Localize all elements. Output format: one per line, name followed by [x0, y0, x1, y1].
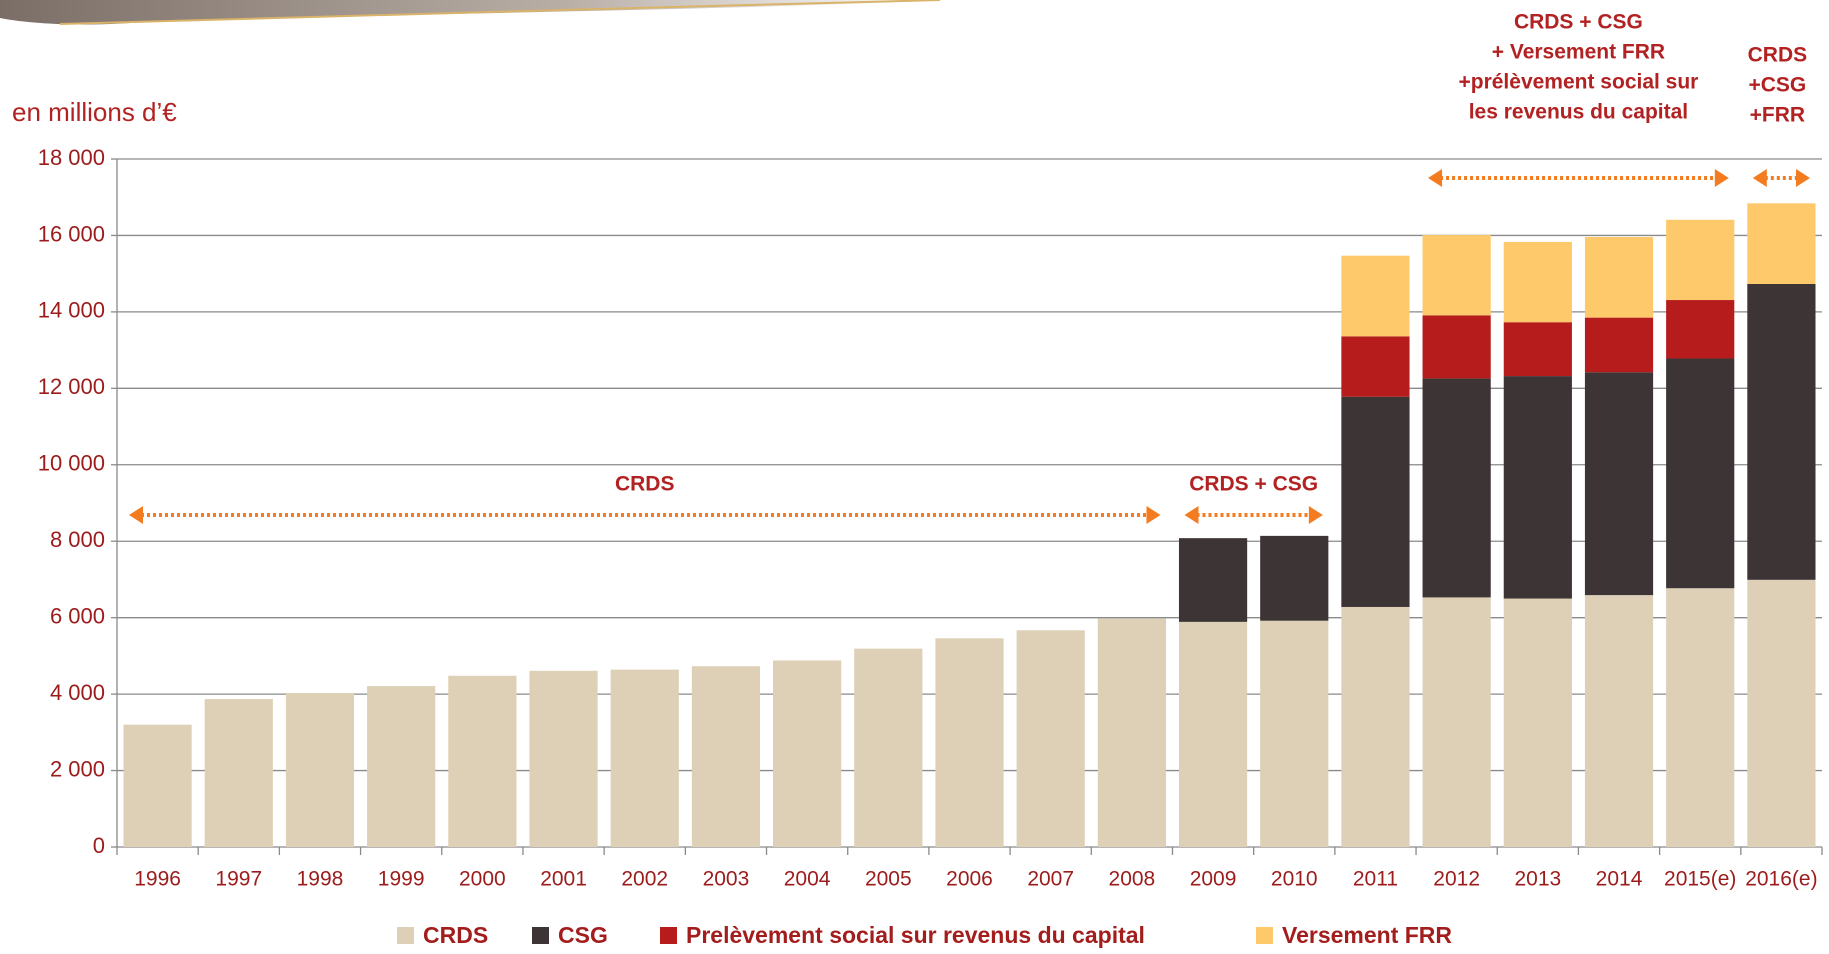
bar-segment — [1666, 358, 1735, 589]
bar-segment — [1666, 588, 1735, 847]
bar-segment — [367, 686, 436, 847]
x-tick-label: 2015(e) — [1664, 868, 1736, 891]
x-tick-label: 2003 — [703, 868, 750, 891]
bar-segment — [1422, 597, 1491, 847]
bar-segment — [1178, 621, 1248, 847]
legend-label: Versement FRR — [1282, 922, 1452, 948]
bar-segment — [691, 666, 761, 847]
bar-segment — [1178, 538, 1248, 622]
bar-segment — [448, 675, 517, 847]
y-tick-label: 6 000 — [50, 603, 105, 628]
bar-segment — [1503, 241, 1572, 323]
x-tick-label: 2009 — [1190, 868, 1237, 891]
y-tick-label: 8 000 — [50, 527, 105, 552]
bar-segment — [935, 638, 1004, 847]
bar-segment — [1584, 236, 1654, 318]
bar-segment — [1097, 618, 1166, 847]
y-axis-label: en millions d’€ — [12, 97, 177, 127]
legend-swatch — [660, 927, 677, 944]
x-tick-label: 2004 — [784, 868, 831, 891]
x-tick-label: 2006 — [946, 868, 993, 891]
x-tick-label: 2007 — [1027, 868, 1074, 891]
x-tick-label: 2012 — [1433, 868, 1480, 891]
bar-segment — [1584, 595, 1654, 847]
x-tick-label: 1996 — [134, 868, 181, 891]
bar-segment — [1747, 203, 1816, 284]
x-tick-label: 1998 — [297, 868, 344, 891]
legend-label: Prelèvement social sur revenus du capita… — [686, 922, 1145, 948]
y-tick-label: 0 — [93, 833, 105, 858]
bar-segment — [1584, 317, 1654, 373]
annotation: +prélèvement social sur — [1458, 71, 1698, 94]
bar-segment — [854, 648, 923, 847]
bar-segment — [1666, 300, 1735, 359]
y-tick-label: 18 000 — [38, 145, 105, 170]
legend-swatch — [397, 927, 414, 944]
legend-swatch — [1256, 927, 1273, 944]
bar-segment — [1341, 396, 1410, 607]
x-tick-label: 2014 — [1596, 868, 1643, 891]
x-tick-label: 2000 — [459, 868, 506, 891]
bar-segment — [285, 692, 355, 847]
x-tick-label: 1997 — [215, 868, 262, 891]
y-tick-label: 14 000 — [38, 298, 105, 323]
bar-segment — [1503, 322, 1572, 377]
y-tick-label: 4 000 — [50, 680, 105, 705]
bar-segment — [1503, 376, 1572, 599]
arrow-head — [1752, 169, 1810, 187]
bar-segment — [1341, 255, 1410, 337]
x-tick-label: 1999 — [378, 868, 425, 891]
y-tick-label: 10 000 — [38, 451, 105, 476]
x-tick-label: 2011 — [1353, 868, 1398, 891]
annotation: + Versement FRR — [1492, 41, 1665, 64]
bar-segment — [529, 670, 598, 847]
legend-swatch — [532, 927, 549, 944]
x-tick-label: 2005 — [865, 868, 912, 891]
bar-segment — [610, 669, 679, 847]
bar-segment — [123, 724, 192, 847]
bar-segment — [1016, 630, 1085, 847]
bar-segment — [1422, 315, 1491, 379]
x-tick-label: 2013 — [1514, 868, 1561, 891]
annotation: +CSG — [1749, 74, 1807, 97]
annotation: CRDS — [1748, 44, 1808, 67]
bar-segment — [1747, 579, 1816, 847]
header-line — [59, 0, 941, 25]
x-tick-label: 2016(e) — [1745, 868, 1817, 891]
bar-segment — [1584, 372, 1654, 596]
bar-segment — [1341, 606, 1410, 847]
annotation: CRDS + CSG — [1189, 473, 1318, 496]
annotation: CRDS — [615, 473, 675, 496]
annotation: CRDS + CSG — [1514, 11, 1643, 34]
legend-label: CSG — [558, 922, 608, 948]
annotation: les revenus du capital — [1469, 101, 1688, 124]
bar-segment — [1422, 235, 1491, 316]
annotation: +FRR — [1750, 104, 1805, 127]
bar-segment — [1260, 620, 1329, 847]
bar-segment — [1341, 336, 1410, 397]
x-tick-label: 2010 — [1271, 868, 1318, 891]
y-tick-label: 12 000 — [38, 374, 105, 399]
bar-segment — [1666, 219, 1735, 301]
y-tick-label: 16 000 — [38, 221, 105, 246]
arrow-head — [1184, 506, 1323, 524]
bar-segment — [1747, 283, 1816, 580]
x-tick-label: 2002 — [621, 868, 668, 891]
bar-segment — [1503, 598, 1572, 847]
y-tick-label: 2 000 — [50, 756, 105, 781]
x-tick-label: 2001 — [540, 868, 587, 891]
legend-label: CRDS — [423, 922, 488, 948]
bar-segment — [204, 699, 273, 847]
bar-segment — [1260, 535, 1329, 621]
x-tick-label: 2008 — [1109, 868, 1156, 891]
bar-segment — [1422, 378, 1491, 598]
bar-segment — [773, 660, 842, 847]
